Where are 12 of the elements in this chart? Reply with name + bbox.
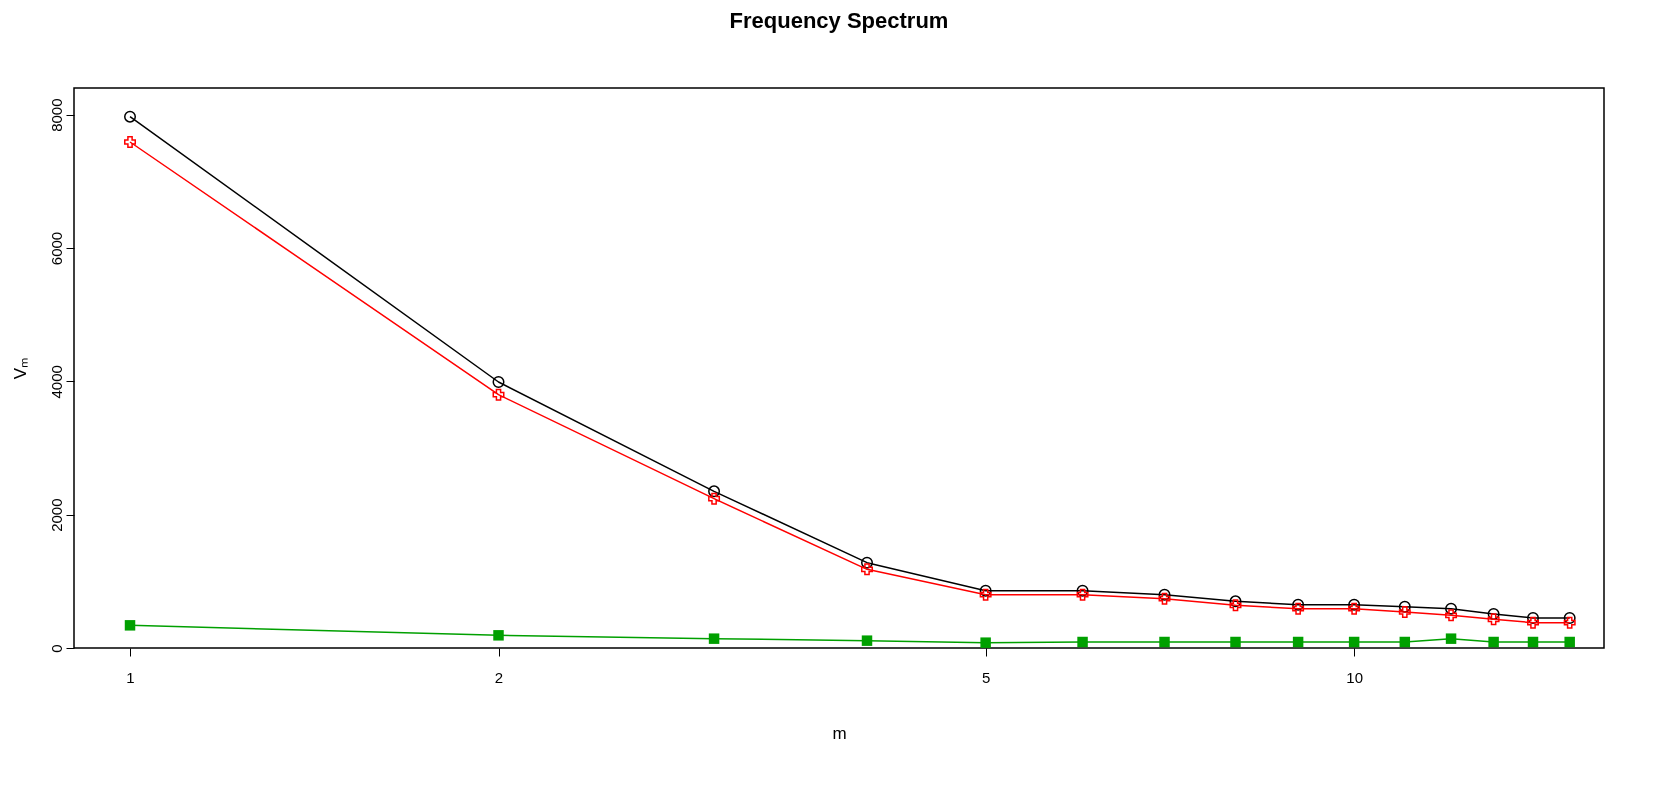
y-tick-label: 4000 bbox=[47, 365, 65, 399]
x-tick-label: 10 bbox=[1346, 668, 1363, 686]
x-tick-label: 1 bbox=[126, 668, 135, 686]
x-tick-label: 2 bbox=[494, 668, 504, 686]
chart-title: Frequency Spectrum bbox=[729, 8, 949, 33]
x-tick-label: 5 bbox=[981, 668, 991, 686]
y-tick-label: 0 bbox=[47, 644, 65, 653]
y-tick-label: 8000 bbox=[47, 98, 65, 132]
y-tick-label: 6000 bbox=[47, 231, 65, 266]
y-tick-label: 2000 bbox=[47, 498, 65, 532]
y-axis-title: Vₘ bbox=[10, 357, 30, 380]
x-axis-title: m bbox=[832, 723, 847, 743]
